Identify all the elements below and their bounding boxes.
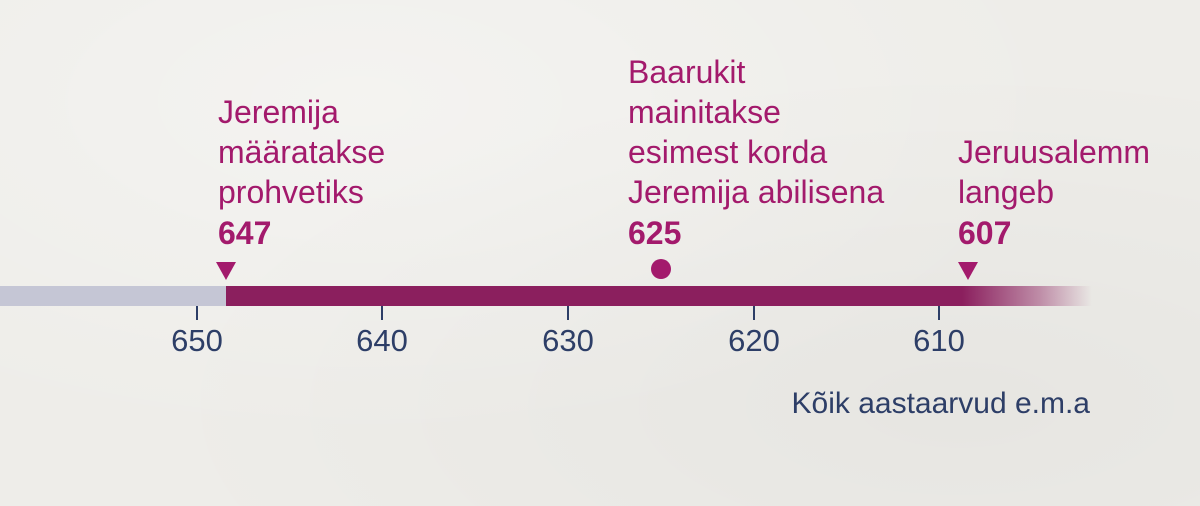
event-625: Baarukit mainitakse esimest korda Jeremi… [628, 52, 884, 254]
event-607: Jeruusalemm langeb 607 [958, 132, 1150, 254]
axis-tick [381, 306, 383, 320]
event-625-text-line: esimest korda [628, 134, 828, 170]
event-647-year: 647 [218, 215, 272, 251]
event-647-triangle-marker [216, 262, 236, 280]
event-625-year: 625 [628, 215, 682, 251]
event-625-text-line: Baarukit [628, 54, 746, 90]
axis-tick-label: 610 [913, 323, 965, 358]
event-647-text-line: Jeremija [218, 94, 339, 130]
event-607-triangle-marker [958, 262, 978, 280]
event-625-text-line: mainitakse [628, 94, 781, 130]
event-607-text-line: langeb [958, 174, 1055, 210]
event-625-dot-marker [651, 259, 671, 279]
event-625-text-line: Jeremija abilisena [628, 174, 885, 210]
axis-tick-label: 640 [356, 323, 408, 358]
event-647-text-line: prohvetiks [218, 174, 364, 210]
event-607-text-line: Jeruusalemm [958, 134, 1151, 170]
event-647-text-line: määratakse [218, 134, 386, 170]
timeline-bar-before [0, 286, 226, 306]
axis-tick [753, 306, 755, 320]
dates-footnote: Kõik aastaarvud e.m.a [791, 387, 1091, 420]
axis-tick [196, 306, 198, 320]
event-647: Jeremija määratakse prohvetiks 647 [218, 92, 385, 254]
axis-tick-label: 650 [171, 323, 223, 358]
axis-tick-label: 620 [728, 323, 780, 358]
axis-tick-label: 630 [542, 323, 594, 358]
axis-tick [938, 306, 940, 320]
timeline-bar [226, 286, 1092, 306]
axis-tick [567, 306, 569, 320]
event-607-year: 607 [958, 215, 1012, 251]
